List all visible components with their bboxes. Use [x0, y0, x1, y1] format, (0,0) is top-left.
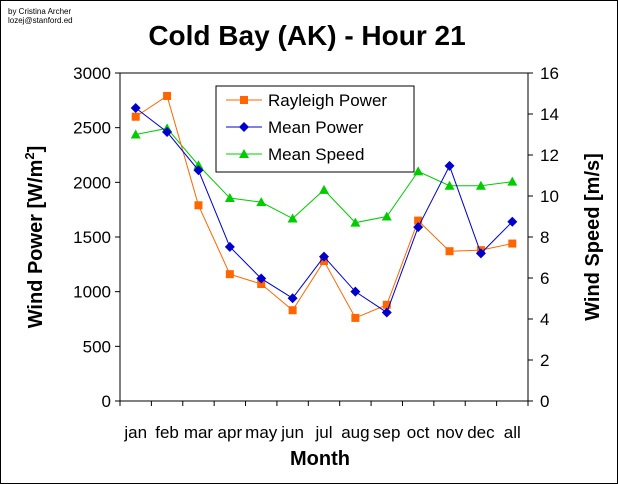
data-point: [382, 300, 391, 309]
series-mean-speed: [130, 123, 518, 227]
left-axis-title-text: Wind Power [W/m: [25, 160, 47, 329]
data-point: [130, 129, 141, 139]
legend-marker: [239, 149, 249, 158]
data-point: [475, 248, 486, 259]
data-point: [507, 176, 518, 186]
data-point: [350, 286, 361, 297]
data-point: [413, 166, 424, 176]
data-point: [444, 180, 455, 190]
x-axis-title: Month: [290, 448, 350, 470]
x-tick-label: jan: [123, 423, 147, 442]
x-tick-label: nov: [436, 423, 464, 442]
x-tick-label: may: [245, 423, 278, 442]
x-tick-label: feb: [155, 423, 179, 442]
data-point: [381, 307, 392, 318]
left-tick-label: 1500: [73, 228, 111, 247]
x-tick-label: apr: [218, 423, 243, 442]
data-point: [130, 102, 141, 113]
data-point: [193, 165, 204, 176]
legend-marker: [240, 96, 248, 104]
x-axis: jan feb mar apr may jun jul aug sep oct nov dec all: [119, 401, 529, 442]
x-tick-label: all: [504, 423, 521, 442]
left-axis-title: Wind Power [W/m2]: [22, 146, 47, 329]
data-point: [507, 216, 518, 227]
data-point: [414, 216, 423, 225]
right-tick-label: 2: [540, 351, 549, 370]
left-axis-title-sup: 2: [22, 152, 37, 159]
right-tick-label: 0: [540, 392, 549, 411]
right-y-axis: 0 2 4 6 8 10 12 14 16: [528, 64, 559, 411]
data-point: [131, 112, 140, 121]
data-point: [319, 251, 329, 262]
data-point: [257, 280, 266, 289]
data-point: [381, 211, 392, 221]
left-axis-title-close: ]: [25, 146, 47, 153]
legend-label: Rayleigh Power: [268, 91, 387, 110]
data-point: [508, 239, 517, 248]
data-point: [287, 293, 298, 304]
credit-email: lozej@stanford.ed: [8, 16, 73, 25]
x-tick-label: mar: [184, 423, 214, 442]
x-tick-label: oct: [407, 423, 430, 442]
data-point: [194, 201, 203, 210]
right-tick-label: 14: [540, 105, 559, 124]
left-y-axis: 0 500 1000 1500 2000 2500 3000: [73, 64, 120, 411]
data-point: [444, 160, 455, 171]
right-tick-label: 4: [540, 310, 549, 329]
data-point: [350, 217, 361, 227]
x-tick-label: jul: [314, 423, 332, 442]
data-point: [162, 127, 173, 138]
x-tick-label: sep: [373, 423, 400, 442]
left-tick-label: 3000: [73, 64, 111, 83]
data-point: [351, 313, 360, 322]
legend-marker: [239, 122, 249, 132]
data-point: [287, 213, 298, 223]
data-point: [319, 184, 329, 194]
series-layer: [130, 91, 518, 322]
data-point: [256, 197, 267, 207]
chart-title: Cold Bay (AK) - Hour 21: [148, 20, 465, 51]
data-point: [225, 270, 234, 279]
series-mean-power: [130, 102, 518, 318]
x-tick-label: jun: [280, 423, 304, 442]
data-point: [163, 91, 172, 100]
left-tick-label: 1000: [73, 283, 111, 302]
x-tick-label: aug: [341, 423, 369, 442]
data-point: [413, 222, 424, 233]
data-point: [224, 241, 235, 252]
legend-label: Mean Power: [268, 118, 364, 137]
right-tick-label: 6: [540, 269, 549, 288]
data-point: [288, 306, 297, 315]
data-point: [475, 180, 486, 190]
right-axis-title: Wind Speed [m/s]: [582, 153, 604, 321]
right-tick-label: 10: [540, 187, 559, 206]
left-tick-label: 500: [83, 337, 111, 356]
left-tick-label: 2500: [73, 119, 111, 138]
right-tick-label: 8: [540, 228, 549, 247]
data-point: [224, 193, 235, 203]
left-tick-label: 0: [102, 392, 111, 411]
x-tick-label: dec: [467, 423, 495, 442]
right-tick-label: 12: [540, 146, 559, 165]
data-point: [445, 247, 454, 256]
credit-author: by Cristina Archer: [8, 7, 72, 16]
left-tick-label: 2000: [73, 173, 111, 192]
legend-label: Mean Speed: [268, 145, 364, 164]
data-point: [256, 273, 267, 284]
right-tick-label: 16: [540, 64, 559, 83]
legend: Rayleigh Power Mean Power Mean Speed: [215, 85, 415, 173]
